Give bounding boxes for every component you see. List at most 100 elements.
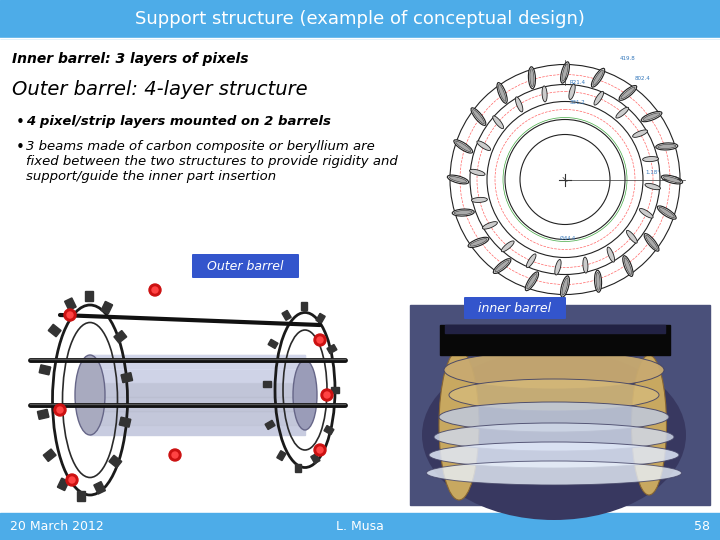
Ellipse shape bbox=[561, 62, 570, 83]
Ellipse shape bbox=[607, 247, 615, 262]
Text: fixed between the two structures to provide rigidity and: fixed between the two structures to prov… bbox=[26, 155, 397, 168]
Ellipse shape bbox=[562, 278, 568, 295]
Text: L. Musa: L. Musa bbox=[336, 520, 384, 533]
Ellipse shape bbox=[456, 141, 471, 152]
Bar bbox=[282, 310, 291, 320]
Bar bbox=[0, 513, 720, 540]
Bar bbox=[324, 426, 334, 435]
Ellipse shape bbox=[530, 69, 534, 87]
Ellipse shape bbox=[444, 351, 664, 389]
Ellipse shape bbox=[626, 231, 637, 243]
Bar bbox=[37, 409, 49, 420]
Ellipse shape bbox=[516, 97, 523, 112]
Bar bbox=[0, 0, 720, 38]
Ellipse shape bbox=[646, 235, 657, 249]
Ellipse shape bbox=[642, 111, 662, 122]
Bar bbox=[114, 330, 127, 343]
Ellipse shape bbox=[495, 260, 509, 272]
Bar bbox=[316, 313, 325, 323]
Ellipse shape bbox=[454, 140, 472, 153]
Text: Inner barrel: 3 layers of pixels: Inner barrel: 3 layers of pixels bbox=[12, 52, 248, 66]
Ellipse shape bbox=[447, 175, 469, 184]
Text: 20 March 2012: 20 March 2012 bbox=[10, 520, 104, 533]
Bar bbox=[331, 387, 339, 393]
Circle shape bbox=[324, 392, 330, 398]
Bar bbox=[311, 454, 320, 464]
Bar bbox=[90, 411, 305, 425]
Bar bbox=[327, 345, 337, 354]
Ellipse shape bbox=[439, 350, 479, 500]
Ellipse shape bbox=[426, 461, 682, 485]
Bar bbox=[90, 369, 305, 383]
Circle shape bbox=[317, 447, 323, 453]
Ellipse shape bbox=[645, 184, 660, 190]
Bar bbox=[90, 355, 305, 435]
Ellipse shape bbox=[526, 254, 536, 268]
Ellipse shape bbox=[542, 86, 547, 102]
Ellipse shape bbox=[594, 91, 603, 105]
Ellipse shape bbox=[477, 141, 490, 151]
Ellipse shape bbox=[623, 256, 633, 276]
Circle shape bbox=[69, 477, 75, 483]
Bar bbox=[121, 373, 132, 383]
Bar bbox=[445, 325, 665, 333]
Bar bbox=[39, 365, 50, 375]
Ellipse shape bbox=[497, 83, 507, 103]
Ellipse shape bbox=[449, 177, 467, 183]
Ellipse shape bbox=[492, 116, 503, 129]
Ellipse shape bbox=[663, 177, 680, 183]
Ellipse shape bbox=[468, 237, 489, 247]
Bar bbox=[58, 478, 69, 491]
Bar bbox=[109, 455, 122, 468]
Bar bbox=[263, 381, 271, 387]
Circle shape bbox=[67, 312, 73, 318]
Ellipse shape bbox=[454, 211, 472, 214]
Text: support/guide the inner part insertion: support/guide the inner part insertion bbox=[26, 170, 276, 183]
Circle shape bbox=[314, 444, 326, 456]
Text: Outer barrel: 4-layer structure: Outer barrel: 4-layer structure bbox=[12, 80, 307, 99]
Circle shape bbox=[317, 337, 323, 343]
Ellipse shape bbox=[528, 67, 536, 89]
Ellipse shape bbox=[595, 271, 602, 292]
Ellipse shape bbox=[621, 87, 635, 99]
Ellipse shape bbox=[471, 108, 486, 125]
Bar bbox=[48, 325, 61, 337]
Bar bbox=[65, 298, 76, 310]
Text: 3 beams made of carbon composite or beryllium are: 3 beams made of carbon composite or bery… bbox=[26, 140, 374, 153]
Ellipse shape bbox=[493, 259, 511, 273]
Ellipse shape bbox=[75, 355, 105, 435]
Text: 58: 58 bbox=[694, 520, 710, 533]
Ellipse shape bbox=[429, 442, 679, 468]
Circle shape bbox=[54, 404, 66, 416]
Ellipse shape bbox=[631, 355, 667, 495]
Ellipse shape bbox=[472, 198, 487, 202]
Text: •: • bbox=[16, 140, 25, 155]
Bar bbox=[77, 491, 85, 501]
Bar bbox=[410, 305, 710, 505]
Bar bbox=[90, 397, 305, 411]
Ellipse shape bbox=[293, 360, 317, 430]
Bar bbox=[101, 301, 112, 314]
Text: Ø.64.4: Ø.64.4 bbox=[560, 235, 576, 240]
Ellipse shape bbox=[662, 175, 683, 184]
Bar bbox=[295, 464, 301, 472]
Ellipse shape bbox=[434, 423, 674, 451]
Circle shape bbox=[66, 474, 78, 486]
Ellipse shape bbox=[583, 257, 588, 273]
Bar bbox=[276, 451, 286, 461]
Ellipse shape bbox=[469, 170, 485, 176]
Ellipse shape bbox=[449, 379, 659, 411]
Ellipse shape bbox=[472, 110, 485, 124]
Ellipse shape bbox=[657, 206, 676, 219]
Ellipse shape bbox=[593, 70, 603, 85]
Ellipse shape bbox=[659, 207, 675, 218]
Text: 802.4: 802.4 bbox=[635, 76, 651, 80]
Text: 4 pixel/strip layers mounted on 2 barrels: 4 pixel/strip layers mounted on 2 barrel… bbox=[26, 115, 331, 128]
Ellipse shape bbox=[439, 402, 669, 432]
Bar bbox=[268, 339, 278, 348]
Text: 331.2: 331.2 bbox=[570, 100, 586, 105]
Ellipse shape bbox=[562, 64, 568, 81]
Circle shape bbox=[172, 452, 178, 458]
Bar bbox=[94, 482, 105, 494]
Circle shape bbox=[321, 389, 333, 401]
